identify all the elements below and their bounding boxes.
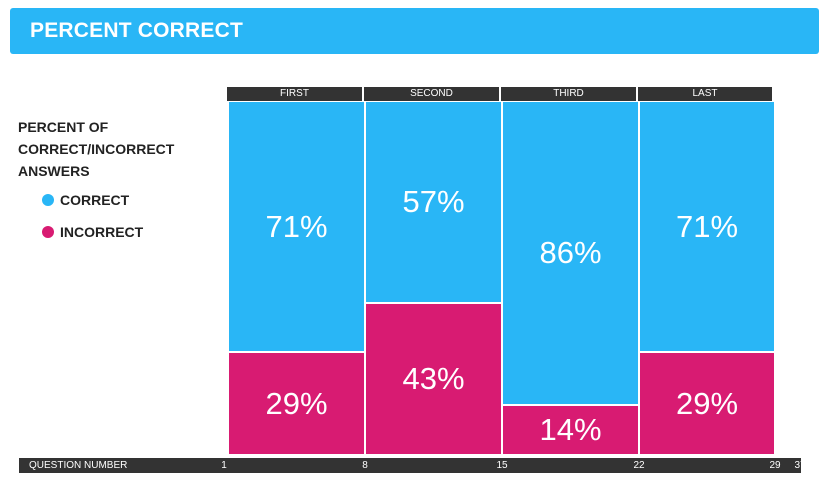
column-header-last: LAST bbox=[638, 87, 772, 101]
legend-correct-label: CORRECT bbox=[60, 192, 130, 208]
data-label-correct-third: 86% bbox=[539, 235, 602, 271]
column-header-third: THIRD bbox=[501, 87, 636, 101]
legend-incorrect-label: INCORRECT bbox=[60, 224, 144, 240]
x-tick-label: 15 bbox=[496, 460, 508, 471]
bar-incorrect-last bbox=[639, 352, 775, 455]
bar-incorrect-second bbox=[365, 302, 502, 455]
bar-incorrect-third bbox=[502, 405, 639, 455]
data-label-correct-second: 57% bbox=[402, 183, 465, 219]
x-axis-bar: QUESTION NUMBER 1 8 15 22 29 37 bbox=[19, 458, 806, 473]
bar-correct-third bbox=[502, 101, 639, 406]
x-tick-label: 37 bbox=[794, 460, 806, 471]
data-label-correct-first: 71% bbox=[265, 208, 328, 244]
x-axis-title: QUESTION NUMBER bbox=[29, 460, 128, 471]
legend: PERCENT OF CORRECT/INCORRECT ANSWERS COR… bbox=[18, 116, 218, 240]
chart-header: PERCENT CORRECT bbox=[10, 8, 819, 54]
legend-incorrect-dot bbox=[42, 226, 54, 238]
column-header-first: FIRST bbox=[227, 87, 362, 101]
x-tick-label: 1 bbox=[221, 460, 227, 471]
x-tick-label: 29 bbox=[769, 460, 781, 471]
x-tick-label: 8 bbox=[362, 460, 368, 471]
data-label-correct-last: 71% bbox=[675, 208, 739, 244]
data-label-incorrect-third: 14% bbox=[539, 412, 602, 448]
legend-item-correct: CORRECT bbox=[42, 192, 129, 208]
bar-incorrect-first bbox=[228, 352, 365, 455]
bar-correct-last bbox=[639, 101, 775, 353]
data-label-incorrect-second: 43% bbox=[402, 360, 465, 396]
chart-title: PERCENT CORRECT bbox=[30, 19, 244, 42]
data-label-incorrect-last: 29% bbox=[675, 385, 739, 421]
legend-item-incorrect: INCORRECT bbox=[42, 224, 143, 240]
legend-correct-dot bbox=[42, 194, 54, 206]
data-label-incorrect-first: 29% bbox=[265, 385, 328, 421]
bar-correct-second bbox=[365, 101, 502, 303]
x-tick-label: 22 bbox=[633, 460, 645, 471]
bar-correct-first bbox=[228, 101, 365, 353]
legend-title: PERCENT OF CORRECT/INCORRECT ANSWERS bbox=[18, 119, 175, 179]
column-header-second: SECOND bbox=[364, 87, 499, 101]
